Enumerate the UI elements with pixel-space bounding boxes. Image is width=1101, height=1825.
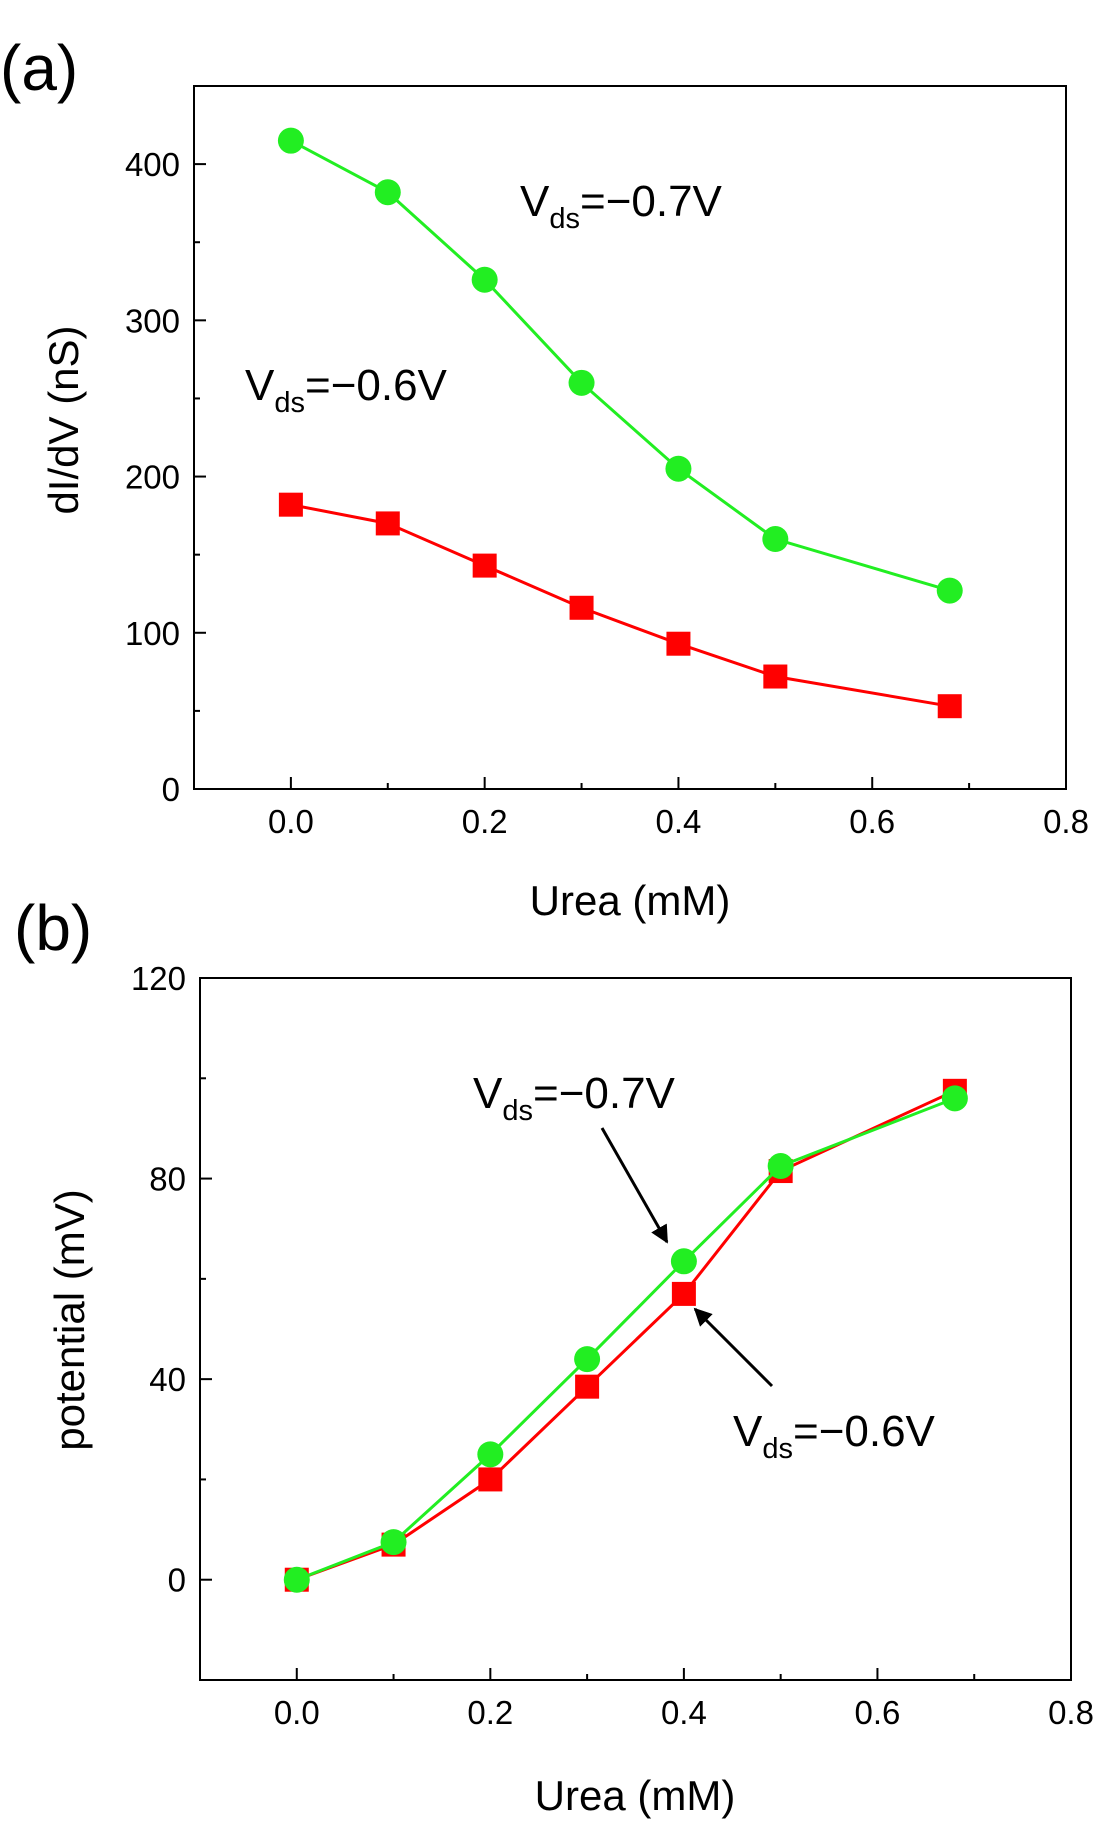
panel-b-arrow-vds-0.7 — [600, 1127, 669, 1244]
panel-b-y-tick-label: 40 — [149, 1361, 186, 1398]
panel-a-ticks: 0.0 0.2 0.4 0.6 0.8 0 100 200 300 400 — [125, 146, 1089, 840]
panel-a-y-tick-label: 400 — [125, 146, 180, 183]
annotation-sub: ds — [274, 387, 305, 419]
annotation-rest: =−0.7V — [533, 1069, 676, 1118]
panel-a-x-tick-label: 0.2 — [462, 803, 508, 840]
panel-b-x-tick-label: 0.0 — [274, 1694, 320, 1731]
panel-a-data-point-circle — [568, 369, 595, 396]
annotation-main: V — [245, 361, 275, 410]
panel-a-y-tick-label: 300 — [125, 302, 180, 339]
panel-b-x-axis-title: Urea (mM) — [535, 1772, 736, 1819]
panel-b-x-tick-label: 0.6 — [855, 1694, 901, 1731]
panel-b-y-axis-title: potential (mV) — [46, 1189, 93, 1450]
panel-b-data-point-square — [478, 1467, 503, 1492]
panel-b-data-point-circle — [670, 1248, 697, 1275]
annotation-main: V — [733, 1407, 763, 1456]
panel-b-x-tick-label: 0.4 — [661, 1694, 707, 1731]
panel-b-data-point-circle — [574, 1346, 601, 1373]
panel-a-y-tick-label: 200 — [125, 459, 180, 496]
panel-a-data-point-square — [666, 631, 691, 656]
panel-b-data-point-square — [671, 1281, 696, 1306]
panel-a-data-point-square — [763, 664, 788, 689]
panel-a-data-point-square — [375, 511, 400, 536]
panel-a-series — [277, 127, 963, 719]
panel-a-data-point-square — [472, 553, 497, 578]
panel-b-plot-frame — [199, 977, 1072, 1681]
panel-a-x-tick-label: 0.4 — [656, 803, 702, 840]
panel-a-annotation-vds-0.6: Vds=−0.6V — [245, 361, 448, 419]
panel-b-data-point-circle — [477, 1441, 504, 1468]
panel-a-data-point-square — [937, 694, 962, 719]
panel-a-plot-frame — [193, 85, 1067, 790]
panel-b-x-tick-label: 0.8 — [1048, 1694, 1094, 1731]
panel-b-arrow-vds-0.6 — [693, 1307, 774, 1388]
panel-b-label: (b) — [14, 892, 92, 964]
panel-a-annotation-vds-0.7: Vds=−0.7V — [520, 177, 723, 235]
panel-b-data-point-circle — [283, 1566, 310, 1593]
panel-b-data-point-circle — [380, 1529, 407, 1556]
panel-b-data-point-circle — [941, 1085, 968, 1112]
panel-a-x-tick-label: 0.6 — [849, 803, 895, 840]
annotation-rest: =−0.6V — [305, 361, 448, 410]
panel-a-y-tick-label: 100 — [125, 615, 180, 652]
panel-b-annotation-vds-0.6: Vds=−0.6V — [733, 1407, 936, 1465]
annotation-sub: ds — [762, 1433, 793, 1465]
panel-b-series-line-0 — [296, 1089, 956, 1582]
panel-a-data-point-circle — [936, 577, 963, 604]
panel-b-y-tick-label: 120 — [131, 960, 186, 997]
panel-a-x-axis-title: Urea (mM) — [530, 877, 731, 924]
panel-a-data-point-circle — [471, 266, 498, 293]
panel-a-label: (a) — [0, 32, 78, 104]
panel-a-y-tick-label: 0 — [162, 771, 180, 808]
panel-b-y-tick-label: 80 — [149, 1161, 186, 1198]
panel-b-series — [283, 1078, 968, 1593]
annotation-rest: =−0.7V — [580, 177, 723, 226]
panel-a-x-tick-label: 0.8 — [1043, 803, 1089, 840]
annotation-main: V — [473, 1069, 503, 1118]
panel-a-data-point-circle — [762, 526, 789, 553]
panel-a-data-point-circle — [277, 127, 304, 154]
annotation-sub: ds — [549, 203, 580, 235]
annotation-main: V — [520, 177, 550, 226]
panel-a-y-axis-title: dI/dV (nS) — [40, 325, 87, 514]
annotation-rest: =−0.6V — [793, 1407, 936, 1456]
panel-b-annotation-vds-0.7: Vds=−0.7V — [473, 1069, 676, 1127]
annotation-sub: ds — [502, 1095, 533, 1127]
panel-a-data-point-square — [569, 595, 594, 620]
panel-a-data-point-circle — [665, 455, 692, 482]
panel-b-ticks: 0.0 0.2 0.4 0.6 0.8 0 40 80 120 — [131, 960, 1094, 1731]
panel-b-x-tick-label: 0.2 — [467, 1694, 513, 1731]
panel-b-y-tick-label: 0 — [168, 1562, 186, 1599]
panel-a-x-tick-label: 0.0 — [268, 803, 314, 840]
panel-b-data-point-circle — [767, 1153, 794, 1180]
panel-a-data-point-circle — [374, 179, 401, 206]
panel-a: (a) 0.0 0.2 0.4 0.6 0.8 0 100 200 300 400 Urea (m… — [0, 32, 1089, 924]
panel-b: (b) 0.0 0.2 0.4 0.6 0.8 0 40 80 120 Urea (mM) po… — [14, 892, 1094, 1819]
panel-b-data-point-square — [575, 1374, 600, 1399]
panel-a-data-point-square — [278, 492, 303, 517]
